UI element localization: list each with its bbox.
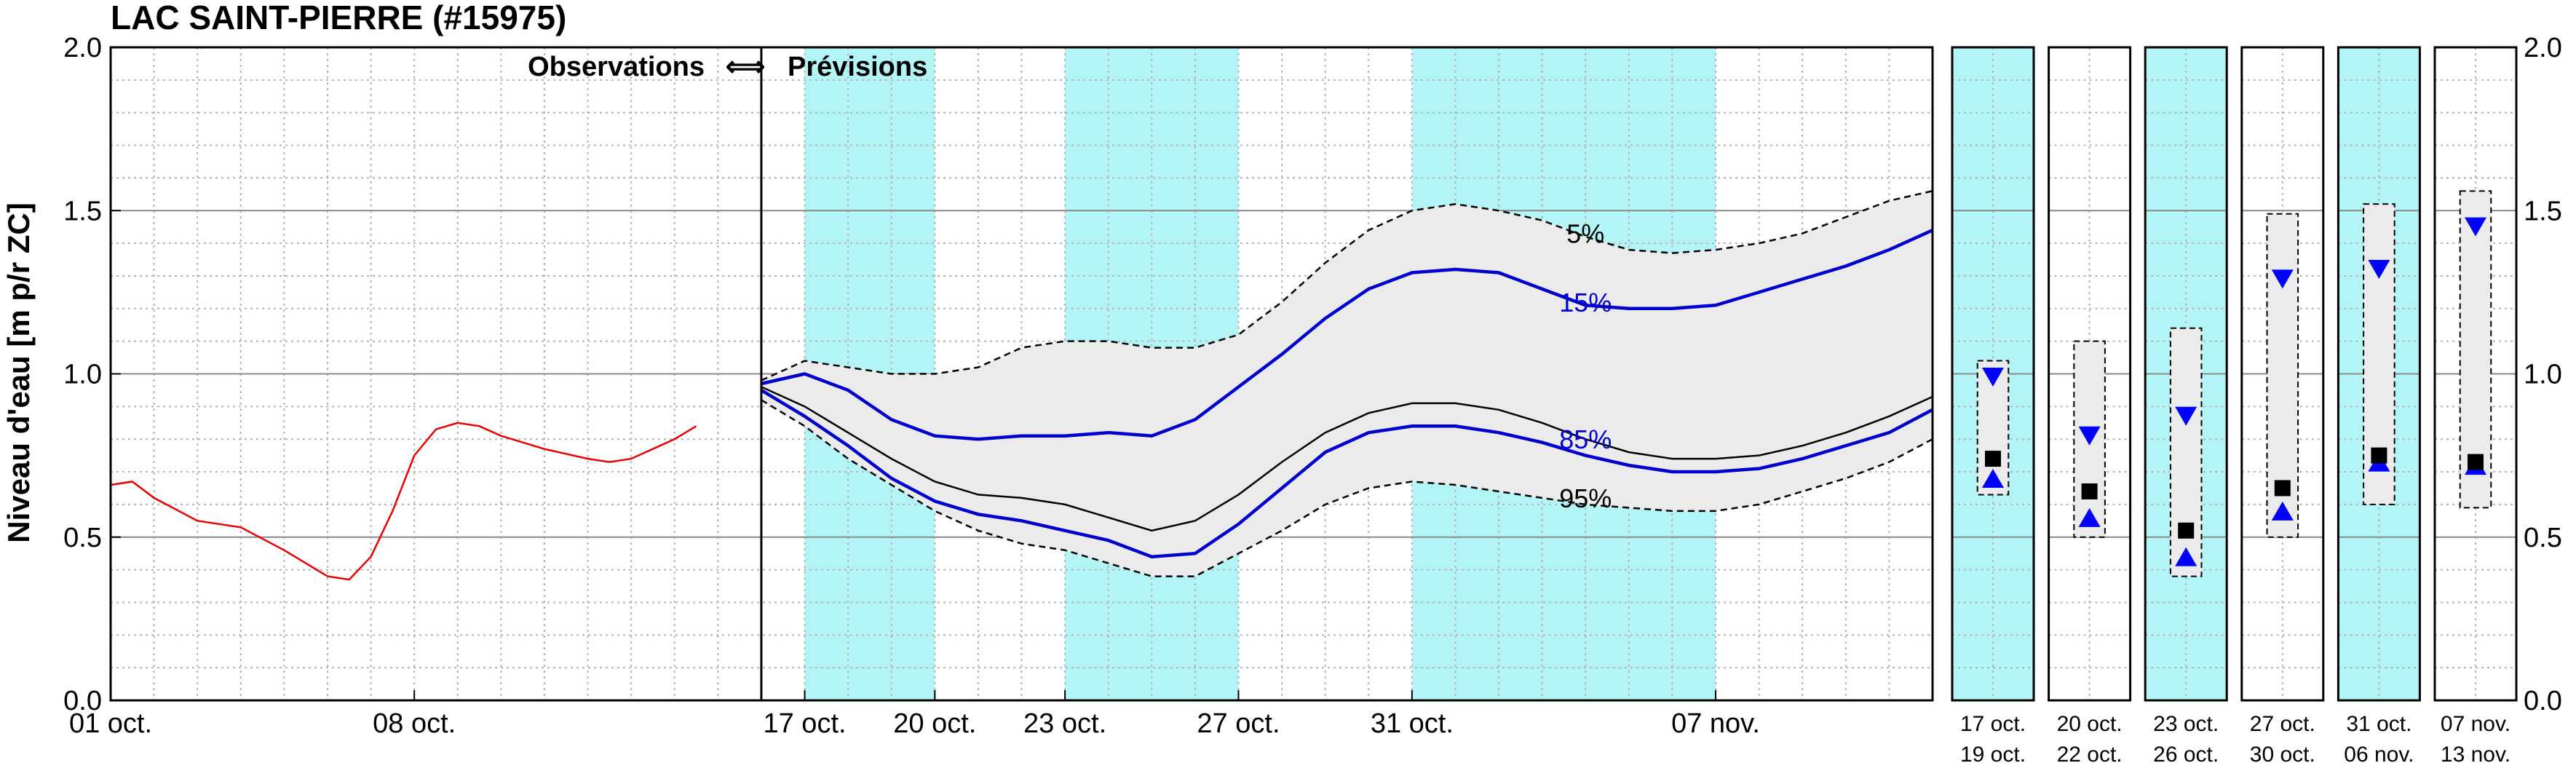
x-tick-label: 07 nov. (1671, 708, 1760, 739)
weekly-panel: 27 oct. 30 oct. (2240, 46, 2325, 767)
series-label: 5% (1566, 219, 1604, 249)
panel-label-end: 30 oct. (2250, 743, 2315, 767)
panel-frame (2337, 46, 2421, 702)
panel-median-marker (2081, 483, 2098, 499)
forecast-series-line (761, 190, 1933, 381)
panel-high-marker (2271, 269, 2294, 289)
weekly-panel: 31 oct. 06 nov. (2337, 46, 2421, 767)
y-tick-label-right: 0.0 (2524, 686, 2562, 716)
y-tick-label: 0.0 (63, 686, 102, 716)
observations-forecast-annotation: Observations ⟺ Prévisions (528, 52, 927, 82)
panel-frame (1951, 46, 2035, 702)
weekly-panel: 17 oct. 19 oct. (1951, 46, 2035, 767)
series-label: 95% (1559, 483, 1612, 513)
annotation-arrow-icon: ⟺ (726, 52, 765, 82)
panel-label-end: 19 oct. (1960, 743, 2026, 767)
annotation-previsions: Prévisions (788, 52, 927, 82)
panel-label-start: 17 oct. (1960, 712, 2026, 736)
x-tick-label: 27 oct. (1197, 708, 1280, 739)
y-axis-label: Niveau d'eau [m p/r ZC] (1, 202, 36, 542)
annotation-observations: Observations (528, 52, 705, 82)
panel-high-marker (2078, 426, 2101, 446)
panel-label-end: 06 nov. (2344, 743, 2414, 767)
y-tick-label-right: 2.0 (2524, 33, 2562, 63)
forecast-series-line (761, 399, 1933, 577)
weekly-panels: 17 oct. 19 oct. 20 oct. 22 oct. 23 oct. 26 oc… (1951, 33, 2562, 767)
panel-low-marker (2175, 547, 2197, 566)
main-plot-area: 5% 15% 85% 95% 0.0 0.5 1.0 1.5 2.0 01 oct. 08 oct.… (63, 33, 1934, 739)
panel-median-marker (2178, 522, 2195, 539)
y-tick-label: 0.5 (63, 523, 102, 553)
panel-frame (2433, 46, 2518, 702)
panel-frame (2240, 46, 2325, 702)
panel-frame (2144, 46, 2228, 702)
y-tick-label-right: 1.0 (2524, 360, 2562, 390)
panel-median-marker (1985, 451, 2001, 467)
panel-label-start: 07 nov. (2441, 712, 2510, 736)
y-tick-label: 1.5 (63, 196, 102, 226)
weekly-panel: 07 nov. 13 nov. (2433, 46, 2518, 767)
panel-label-end: 13 nov. (2441, 743, 2510, 767)
forecast-band (761, 191, 1933, 577)
series-label: 15% (1559, 288, 1612, 317)
panel-label-start: 23 oct. (2153, 712, 2219, 736)
series-label: 85% (1559, 424, 1612, 454)
panel-median-marker (2371, 447, 2387, 464)
panel-low-marker (1982, 469, 2004, 489)
panel-label-start: 31 oct. (2346, 712, 2411, 736)
panel-label-end: 26 oct. (2153, 743, 2219, 767)
y-tick-label: 1.0 (63, 360, 102, 390)
x-tick-label: 31 oct. (1371, 708, 1454, 739)
weekly-panel: 20 oct. 22 oct. (2048, 46, 2132, 767)
panel-median-marker (2468, 454, 2484, 470)
x-tick-label: 20 oct. (893, 708, 976, 739)
observed-line (110, 422, 697, 581)
y-tick-label-right: 1.5 (2524, 196, 2562, 226)
panel-low-marker (2271, 501, 2294, 521)
forecast-series-line (760, 388, 1934, 558)
panel-frame (2048, 46, 2132, 702)
panel-label-start: 20 oct. (2057, 712, 2123, 736)
panel-range-box (2073, 340, 2106, 538)
panel-label-start: 27 oct. (2250, 712, 2315, 736)
panel-high-marker (2175, 406, 2197, 426)
x-tick-label: 17 oct. (763, 708, 846, 739)
x-tick-label: 01 oct. (69, 708, 152, 739)
panel-range-box (2169, 327, 2203, 577)
x-tick-label: 23 oct. (1023, 708, 1106, 739)
panel-label-end: 22 oct. (2057, 743, 2123, 767)
panel-high-marker (2368, 259, 2390, 279)
forecast-series-line (761, 386, 1933, 532)
forecast-series-line (761, 229, 1933, 441)
chart-title: LAC SAINT-PIERRE (#15975) (111, 0, 566, 36)
weekly-panel: 23 oct. 26 oct. (2144, 46, 2228, 767)
panel-high-marker (1982, 367, 2004, 387)
panel-low-marker (2078, 507, 2101, 527)
x-tick-label: 08 oct. (373, 708, 456, 739)
y-tick-label-right: 0.5 (2524, 523, 2562, 553)
panel-high-marker (2465, 217, 2486, 237)
y-tick-label: 2.0 (63, 33, 102, 63)
panel-median-marker (2274, 480, 2291, 497)
